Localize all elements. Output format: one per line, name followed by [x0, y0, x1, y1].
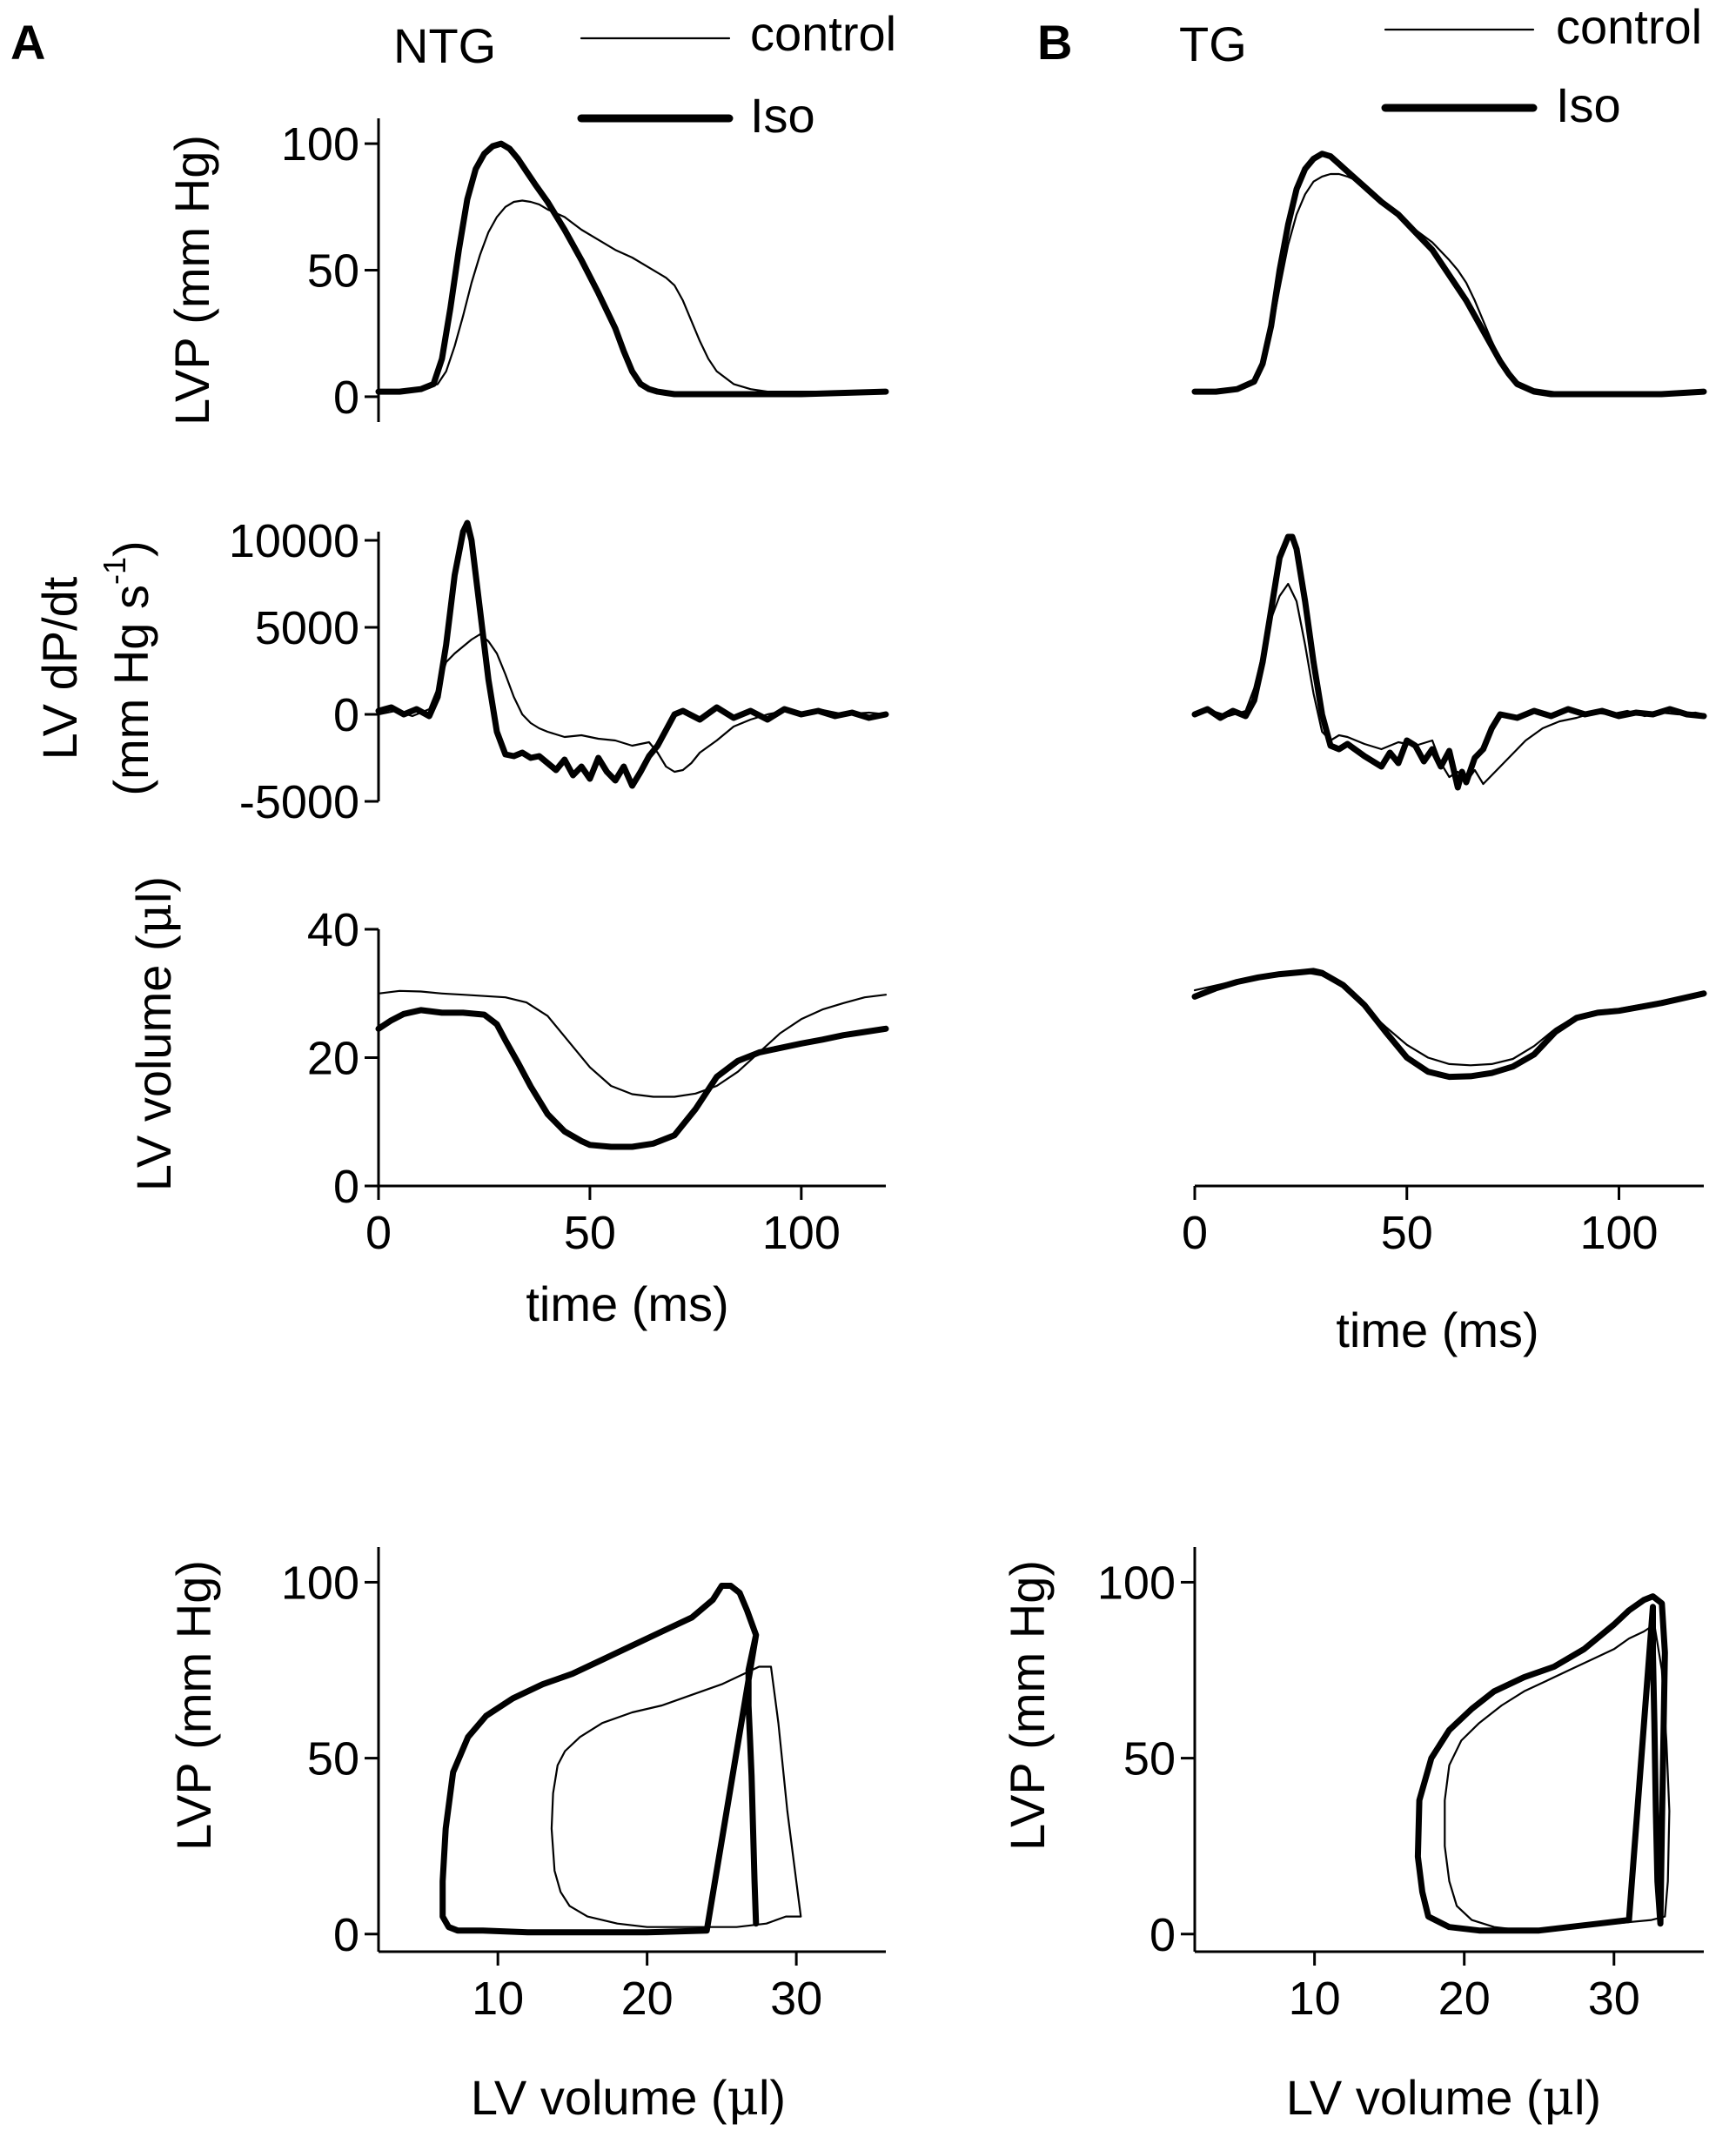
a-dpdt-ylabel-units: (mm Hg s-1)	[97, 540, 158, 795]
b-pv-ylabel: LVP (mm Hg)	[1000, 1560, 1055, 1851]
a-vol-series-control	[377, 989, 888, 1098]
b-pv-xtick-label-0: 10	[1289, 1973, 1341, 2025]
a-lvp-ytick-label-1: 50	[307, 245, 359, 298]
a-dpdt-series-iso	[375, 519, 889, 789]
a-vol-ytick-label-0: 0	[333, 1161, 359, 1213]
b-pv-series-control	[1444, 1623, 1671, 1932]
b-pv-ytick-label-2: 100	[1097, 1557, 1176, 1609]
b-vol-xtick-label-0: 0	[1182, 1207, 1208, 1259]
a-dpdt-ylabel-close: )	[104, 540, 158, 557]
b-dpdt-series-iso	[1191, 533, 1707, 791]
legend-b: control Iso	[1381, 0, 1702, 132]
b-lvp-series-iso	[1191, 151, 1707, 398]
a-lvp-ytick-label-0: 0	[333, 372, 359, 424]
panel-letter-a: A	[10, 15, 45, 70]
b-vol-series-control	[1193, 970, 1706, 1067]
a-pv-xlabel-prefix: LV volume (	[471, 2070, 727, 2125]
a-vol-xlabel: time (ms)	[526, 1276, 728, 1331]
a-pv-ytick-label-2: 100	[281, 1557, 359, 1609]
a-pv-xlabel-suffix: l)	[759, 2070, 786, 2125]
a-dpdt-ylabel-main: LV dP/dt	[32, 576, 87, 760]
b-pv-xlabel-prefix: LV volume (	[1286, 2070, 1543, 2125]
a-dpdt-series-control	[377, 633, 888, 774]
a-vol-series-iso	[375, 1007, 889, 1150]
b-pv-xlabel-mu: μ	[1543, 2070, 1574, 2127]
b-lvp-series-control	[1193, 172, 1706, 396]
a-pv-xlabel-mu: μ	[727, 2070, 759, 2127]
a-dpdt-ytick-label-2: 5000	[255, 602, 359, 654]
b-pv-xtick-label-1: 20	[1438, 1973, 1491, 2025]
a-lvp-series-control	[377, 199, 888, 393]
group-label-tg: TG	[1179, 17, 1247, 71]
b-pv-series-iso	[1414, 1593, 1668, 1934]
legend-a-control-label: control	[750, 6, 896, 61]
a-dpdt-ytick-label-1: 0	[333, 689, 359, 741]
b-pv-xlabel: LV volume (μl)	[1286, 2070, 1601, 2127]
a-vol-xtick-label-1: 50	[564, 1207, 616, 1259]
panel-letter-b: B	[1037, 15, 1072, 70]
b-vol-xtick-label-2: 100	[1579, 1207, 1658, 1259]
b-vol-series-iso	[1191, 968, 1707, 1081]
a-vol-xtick-label-2: 100	[762, 1207, 841, 1259]
b-vol-xtick-label-1: 50	[1381, 1207, 1433, 1259]
a-pv-xlabel: LV volume (μl)	[471, 2070, 786, 2127]
a-dpdt-ylabel-sup: -1	[97, 557, 132, 585]
a-pv-ylabel: LVP (mm Hg)	[166, 1560, 221, 1851]
a-vol-ytick-label-1: 20	[307, 1033, 359, 1085]
chart-b-dpdt	[1191, 533, 1707, 791]
chart-b-lvp	[1191, 151, 1707, 398]
a-vol-ylabel-mu: μ	[126, 903, 183, 935]
a-pv-xtick-label-2: 30	[770, 1973, 822, 2025]
legend-a: control Iso	[577, 6, 896, 143]
a-vol-ylabel-prefix: LV volume (	[126, 935, 181, 1191]
b-vol-xlabel: time (ms)	[1336, 1303, 1538, 1357]
a-dpdt-ylabel-units-text: (mm Hg s	[104, 585, 158, 796]
chart-a-pv: 0 50 100 10 20 30	[281, 1547, 886, 2025]
a-dpdt-ytick-label-3: 10000	[229, 515, 359, 567]
legend-b-iso-label: Iso	[1556, 77, 1621, 132]
a-lvp-series-iso	[375, 140, 889, 398]
chart-a-lvp: 0 50 100	[281, 118, 889, 424]
b-pv-xtick-label-2: 30	[1588, 1973, 1640, 2025]
chart-a-vol: 0 20 40 0 50 100	[307, 904, 889, 1259]
legend-b-control-label: control	[1556, 0, 1702, 54]
a-pv-xtick-label-0: 10	[472, 1973, 524, 2025]
b-pv-ytick-label-1: 50	[1123, 1733, 1176, 1785]
chart-a-dpdt: -5000 0 5000 10000	[229, 515, 889, 828]
a-dpdt-ytick-label-0: -5000	[239, 776, 359, 828]
group-label-ntg: NTG	[393, 18, 496, 73]
legend-a-iso-label: Iso	[750, 88, 815, 143]
a-vol-xtick-label-0: 0	[365, 1207, 392, 1259]
a-pv-series-control	[550, 1665, 802, 1928]
a-vol-ylabel: LV volume (μl)	[126, 876, 183, 1191]
a-pv-ytick-label-0: 0	[333, 1909, 359, 1961]
a-lvp-ylabel: LVP (mm Hg)	[164, 135, 219, 425]
a-vol-ylabel-suffix: l)	[126, 876, 181, 903]
chart-b-pv: 0 50 100 10 20 30	[1097, 1547, 1704, 2025]
a-lvp-ytick-label-2: 100	[281, 118, 359, 171]
b-pv-ytick-label-0: 0	[1150, 1909, 1176, 1961]
a-pv-ytick-label-1: 50	[307, 1733, 359, 1785]
b-pv-xlabel-suffix: l)	[1574, 2070, 1601, 2125]
a-pv-xtick-label-1: 20	[621, 1973, 674, 2025]
a-vol-ytick-label-2: 40	[307, 904, 359, 956]
a-pv-series-iso	[439, 1583, 760, 1936]
chart-b-vol: 0 50 100	[1182, 968, 1707, 1259]
